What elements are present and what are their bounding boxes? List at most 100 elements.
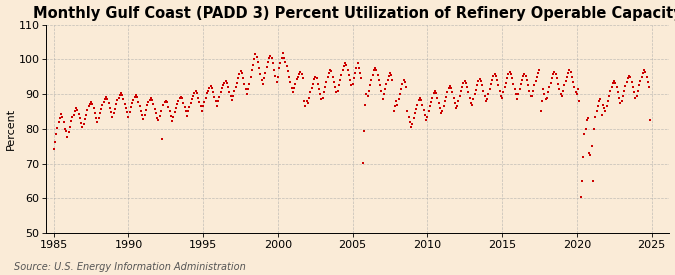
Point bbox=[230, 85, 241, 89]
Point bbox=[565, 70, 576, 74]
Point bbox=[543, 90, 554, 95]
Point bbox=[210, 99, 221, 103]
Point bbox=[372, 73, 383, 77]
Point bbox=[531, 75, 542, 79]
Point bbox=[236, 71, 247, 75]
Point bbox=[448, 95, 459, 100]
Point bbox=[321, 80, 332, 84]
Point bbox=[265, 54, 276, 58]
Point bbox=[345, 78, 356, 82]
Point bbox=[332, 88, 343, 93]
Point bbox=[338, 68, 348, 72]
Point bbox=[114, 93, 125, 97]
Point bbox=[282, 69, 293, 74]
Point bbox=[354, 71, 365, 75]
Point bbox=[258, 81, 269, 86]
Point bbox=[574, 99, 585, 103]
Point bbox=[631, 94, 642, 98]
Point bbox=[314, 87, 325, 91]
Point bbox=[392, 102, 403, 107]
Point bbox=[294, 72, 304, 76]
Point bbox=[357, 161, 368, 165]
Point bbox=[159, 100, 170, 104]
Point bbox=[587, 179, 598, 183]
Point bbox=[382, 78, 393, 82]
Point bbox=[130, 93, 141, 97]
Point bbox=[313, 81, 323, 86]
Point bbox=[67, 114, 78, 119]
Point bbox=[518, 74, 529, 78]
Point bbox=[439, 99, 450, 103]
Point bbox=[554, 87, 565, 91]
Point bbox=[364, 83, 375, 87]
Point bbox=[523, 83, 534, 87]
Point bbox=[562, 75, 572, 79]
Point bbox=[628, 85, 639, 89]
Point bbox=[427, 95, 437, 100]
Point bbox=[453, 99, 464, 103]
Point bbox=[495, 94, 506, 98]
Point bbox=[576, 179, 587, 183]
Point bbox=[279, 55, 290, 60]
Point bbox=[581, 118, 592, 122]
Y-axis label: Percent: Percent bbox=[5, 108, 16, 150]
Point bbox=[115, 91, 126, 95]
Point bbox=[90, 111, 101, 116]
Point bbox=[632, 88, 643, 93]
Point bbox=[271, 80, 282, 84]
Point bbox=[234, 72, 245, 76]
Point bbox=[77, 125, 88, 129]
Point bbox=[446, 86, 456, 90]
Point bbox=[450, 101, 460, 105]
Point bbox=[435, 106, 446, 110]
Point bbox=[70, 109, 80, 113]
Point bbox=[504, 70, 515, 74]
Point bbox=[176, 94, 186, 99]
Point bbox=[225, 94, 236, 98]
Point bbox=[354, 66, 364, 70]
Point bbox=[285, 80, 296, 84]
Point bbox=[284, 75, 294, 79]
Point bbox=[274, 66, 285, 70]
Point bbox=[323, 70, 334, 75]
Point bbox=[55, 116, 65, 121]
Point bbox=[351, 66, 362, 70]
Point bbox=[572, 87, 583, 91]
Point bbox=[204, 86, 215, 90]
Point bbox=[260, 71, 271, 75]
Point bbox=[528, 88, 539, 93]
Point bbox=[242, 92, 252, 96]
Point bbox=[123, 114, 134, 119]
Point bbox=[295, 70, 306, 74]
Point bbox=[640, 70, 651, 74]
Point bbox=[136, 109, 146, 113]
Point bbox=[402, 109, 413, 114]
Point bbox=[628, 90, 639, 95]
Point bbox=[544, 85, 555, 89]
Point bbox=[186, 97, 197, 101]
Point bbox=[215, 90, 226, 95]
Point bbox=[520, 73, 531, 78]
Point bbox=[65, 125, 76, 129]
Point bbox=[301, 99, 312, 103]
Point bbox=[325, 68, 335, 72]
Point bbox=[477, 83, 487, 87]
Point bbox=[62, 134, 73, 139]
Point bbox=[526, 94, 537, 98]
Point bbox=[51, 132, 61, 136]
Point bbox=[348, 76, 359, 81]
Point bbox=[605, 89, 616, 94]
Point bbox=[142, 103, 153, 108]
Point bbox=[366, 78, 377, 82]
Point bbox=[74, 112, 84, 117]
Point bbox=[621, 80, 632, 84]
Point bbox=[630, 95, 641, 100]
Point bbox=[105, 106, 115, 110]
Point bbox=[263, 60, 273, 64]
Point bbox=[431, 91, 441, 95]
Point bbox=[563, 70, 574, 75]
Point bbox=[214, 94, 225, 99]
Point bbox=[276, 55, 287, 60]
Point bbox=[84, 102, 95, 106]
Point bbox=[317, 95, 328, 100]
